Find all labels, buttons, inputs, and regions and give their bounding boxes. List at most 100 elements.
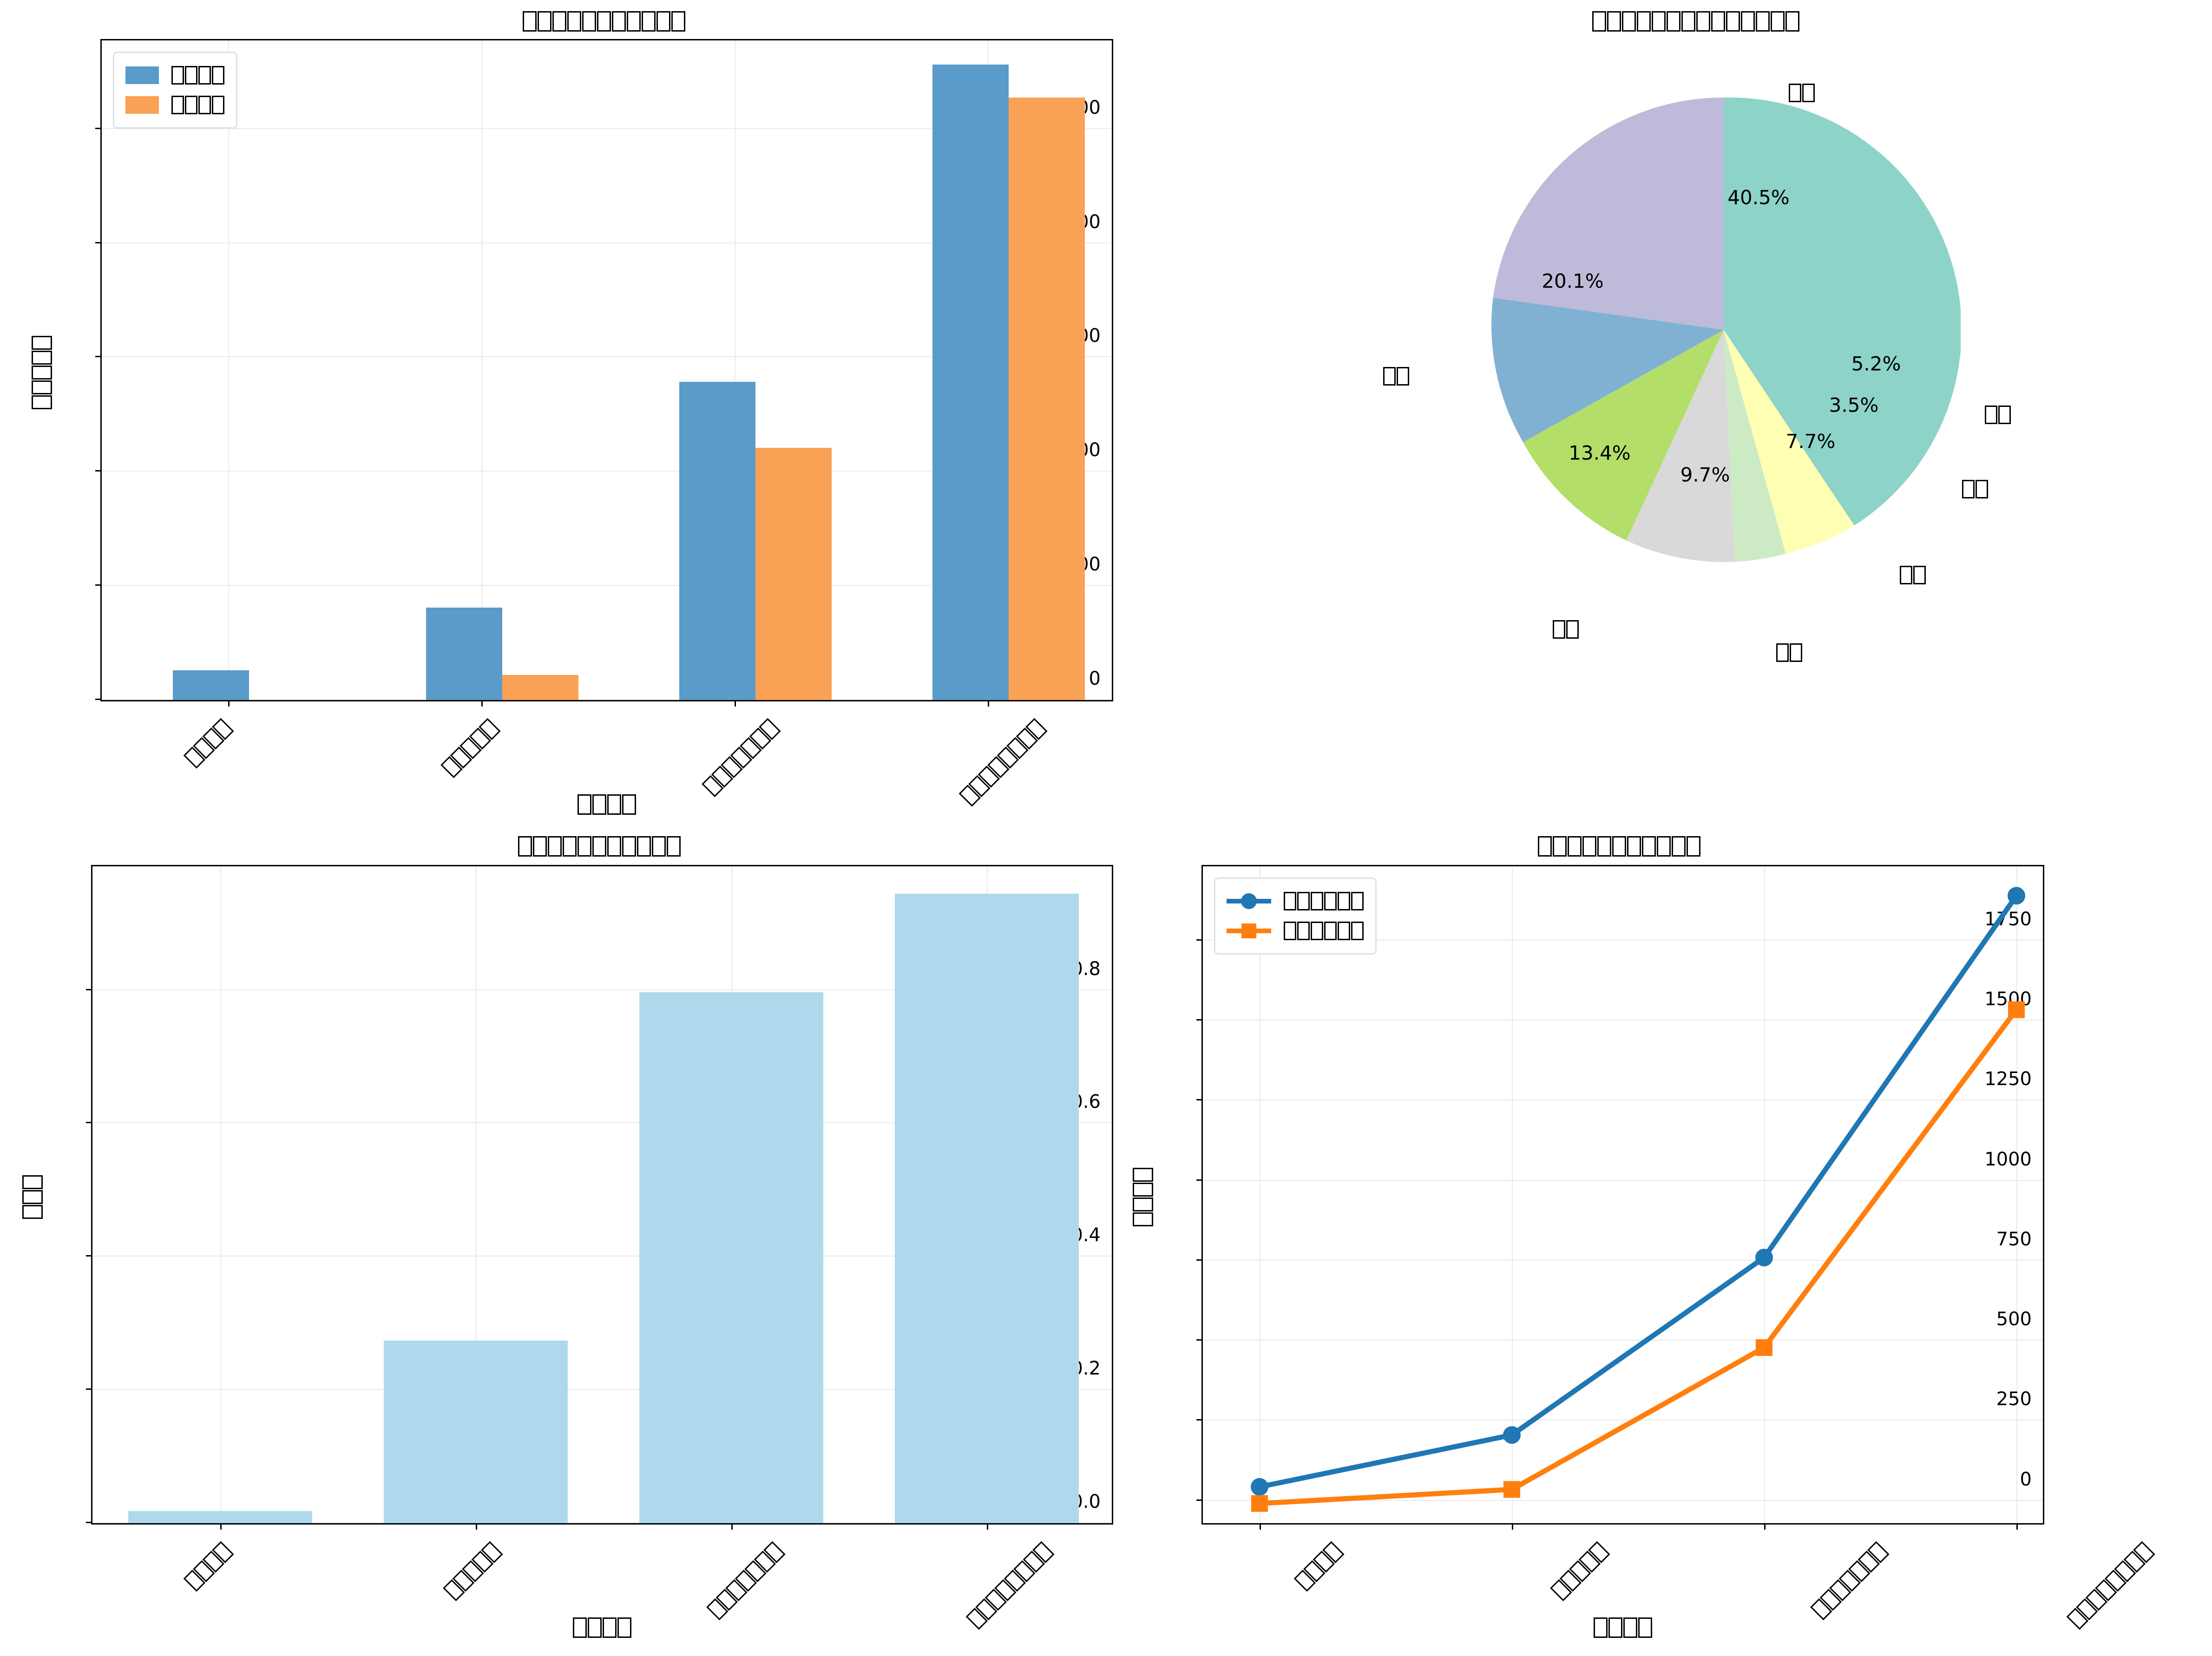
ytick-label: 500 [1996,1309,2032,1330]
chart2-title [1301,11,2091,32]
legend-item[interactable] [125,90,225,120]
data-point-blue[interactable] [1755,1249,1773,1267]
xtick [731,1523,733,1530]
data-point-blue[interactable] [1503,1426,1521,1444]
bar-lightblue [639,992,823,1523]
bar-lightblue [128,1511,312,1523]
pie-slice-blue[interactable] [1491,298,1724,442]
legend-item[interactable] [125,60,225,90]
legend-label [1283,922,1364,940]
bar-lightblue [895,893,1079,1523]
gridline [1203,1340,2043,1341]
ytick-label: 1000 [1984,1148,2032,1170]
gridline [92,1522,1112,1523]
data-point-blue[interactable] [1251,1478,1268,1496]
xtick [476,1523,477,1530]
ytick-label: 0 [2020,1468,2032,1490]
chart3-xlabel [91,1617,1113,1638]
chart3-title [84,836,1115,857]
gridline [1203,1499,2043,1501]
ytick-label: 0 [1089,668,1101,689]
gridline [92,1122,1112,1124]
xtick [1260,1523,1261,1530]
xtick [987,1523,988,1530]
pie-slice-label-gray [1899,566,1926,584]
gridline [228,40,229,700]
ytick-label: 750 [1996,1228,2032,1250]
data-point-orange[interactable] [1503,1481,1520,1498]
data-point-blue[interactable] [2008,887,2025,905]
pie-slice-lightgreen[interactable] [1724,330,1786,562]
gridline [102,356,1112,358]
pie-slice-label-lightgreen [1962,480,1989,498]
xtick [481,700,483,707]
ytick [95,356,102,358]
chart4-lines-svg [1251,887,2025,1512]
ytick-label: 250 [1996,1388,2032,1410]
pie-slice-teal[interactable] [1724,97,1962,526]
data-point-orange[interactable] [1251,1495,1268,1512]
chart4-xlabel [1201,1617,2044,1638]
pie-slice-label-purple [1383,367,1410,386]
xtick [228,700,230,707]
xtick-label [706,1541,786,1621]
markers-orange [1251,1001,2025,1512]
xtick [1764,1523,1766,1530]
xtick [1512,1523,1513,1530]
bar-lightblue [384,1341,568,1523]
xtick-label [1549,1541,1610,1602]
chart1-plot-area: 0 200 400 600 800 1000 [95,39,1113,707]
pie-svg [1491,97,1962,562]
legend-marker-circle [1241,893,1257,909]
gridline [92,989,1112,990]
chart4-plot-area: 0 250 500 750 1000 1250 1500 1750 [1196,865,2044,1530]
gridline [1203,1259,2043,1261]
xtick-label [965,1541,1055,1630]
bar-orange [755,447,832,700]
ytick [95,242,102,243]
chart3-plot-area: 0.0 0.2 0.4 0.6 0.8 [86,865,1113,1530]
pie-percent-label: 9.7% [1680,463,1730,486]
ytick [86,1522,92,1523]
data-point-orange[interactable] [2008,1001,2025,1018]
xtick [220,1523,222,1530]
xtick-label [958,718,1048,807]
gridline [92,1256,1112,1257]
ytick [95,584,102,586]
ytick-label: 1250 [1984,1068,2032,1090]
xtick-label [2066,1541,2155,1630]
pie-percent-label: 20.1% [1542,269,1604,293]
pie-slice-yellowgreen[interactable] [1523,330,1724,541]
pie-slice-gray[interactable] [1626,330,1735,562]
ytick [95,127,102,129]
chart1-xlabel [100,794,1113,815]
gridline [220,866,221,1523]
chart1-title [93,11,1115,32]
ytick [86,988,92,990]
xtick [988,700,989,707]
ytick [95,470,102,472]
gridline [102,699,1112,700]
bar-blue [679,382,755,700]
ytick [86,1122,92,1124]
xtick-label [442,1541,503,1602]
line-series-orange [1259,1008,2019,1506]
xtick [2016,1523,2018,1530]
legend-item[interactable] [1227,916,1364,946]
pie-percent-label: 3.5% [1829,393,1879,417]
bar-blue [426,607,502,700]
xtick-label [1810,1541,1890,1621]
gridline [102,585,1112,586]
gridline [481,40,482,700]
gridline [2016,866,2017,1523]
ytick [1196,1099,1203,1101]
gridline [1203,1019,2043,1021]
bar-blue [173,670,249,700]
pie-slice-purple[interactable] [1493,97,1724,330]
pie-slice-yellow[interactable] [1724,330,1855,554]
ytick [1196,1259,1203,1261]
xtick-label [183,718,234,769]
legend-item[interactable] [1227,886,1364,916]
data-point-orange[interactable] [1756,1339,1772,1356]
